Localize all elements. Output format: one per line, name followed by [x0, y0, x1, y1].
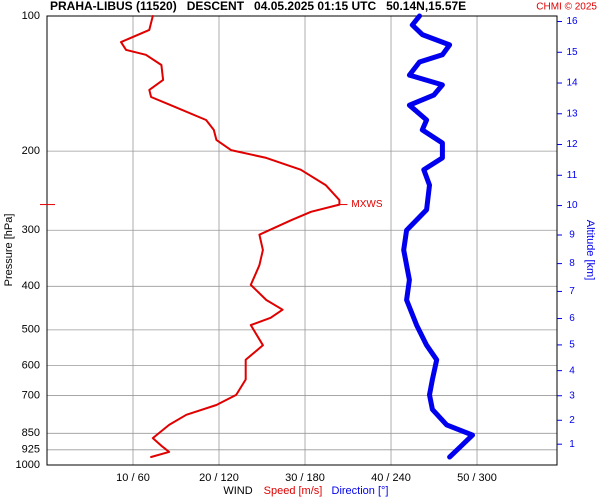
- y-tick-label: 400: [22, 280, 40, 292]
- y-tick-label: 700: [22, 389, 40, 401]
- y-tick-label: 200: [22, 145, 40, 157]
- x-tick-label: 10 / 60: [116, 472, 150, 484]
- y-tick-label: 300: [22, 224, 40, 236]
- x-tick-label: 20 / 120: [199, 472, 239, 484]
- y2-tick-label: 14: [566, 78, 578, 89]
- y2-tick-label: 15: [566, 47, 578, 58]
- y2-tick-label: 7: [569, 286, 575, 297]
- series-line: [401, 13, 475, 460]
- credit: CHMI © 2025: [536, 2, 597, 13]
- x-tick-label: 50 / 300: [457, 472, 497, 484]
- annotation: MXWS: [351, 199, 382, 210]
- legend-entry: Direction [°]: [332, 485, 389, 497]
- y-tick-label: 600: [22, 359, 40, 371]
- legend-entry: Speed [m/s]: [264, 485, 323, 497]
- y2-tick-label: 8: [569, 258, 575, 269]
- y-tick-label: 500: [22, 324, 40, 336]
- y-tick-label: 925: [22, 444, 40, 456]
- y2-tick-label: 6: [569, 313, 575, 324]
- x-tick-label: 30 / 180: [285, 472, 325, 484]
- x-tick-label: 40 / 240: [371, 472, 411, 484]
- y2-tick-label: 5: [569, 340, 575, 351]
- plot-frame: [46, 15, 558, 466]
- y2-tick-label: 16: [566, 16, 578, 27]
- y2-tick-label: 1: [569, 439, 575, 450]
- x-axis-label: WIND: [223, 485, 252, 497]
- y2-tick-label: 2: [569, 415, 575, 426]
- y-axis-label: Pressure [hPa]: [3, 214, 15, 287]
- y-tick-label: 100: [22, 10, 40, 22]
- chart-title: PRAHA-LIBUS (11520) DESCENT 04.05.2025 0…: [50, 0, 466, 13]
- y2-tick-label: 11: [567, 170, 578, 181]
- y2-tick-label: 3: [569, 390, 575, 401]
- y2-axis-label: Altitude [km]: [584, 220, 596, 281]
- y2-tick-label: 13: [566, 108, 578, 119]
- y2-tick-label: 12: [566, 139, 578, 150]
- y-tick-label: 850: [22, 427, 40, 439]
- y2-tick-label: 9: [569, 230, 575, 241]
- y-tick-label: 1000: [16, 459, 40, 471]
- y2-tick-label: 4: [569, 365, 575, 376]
- y2-tick-label: 10: [566, 200, 578, 211]
- series-line: [120, 15, 341, 458]
